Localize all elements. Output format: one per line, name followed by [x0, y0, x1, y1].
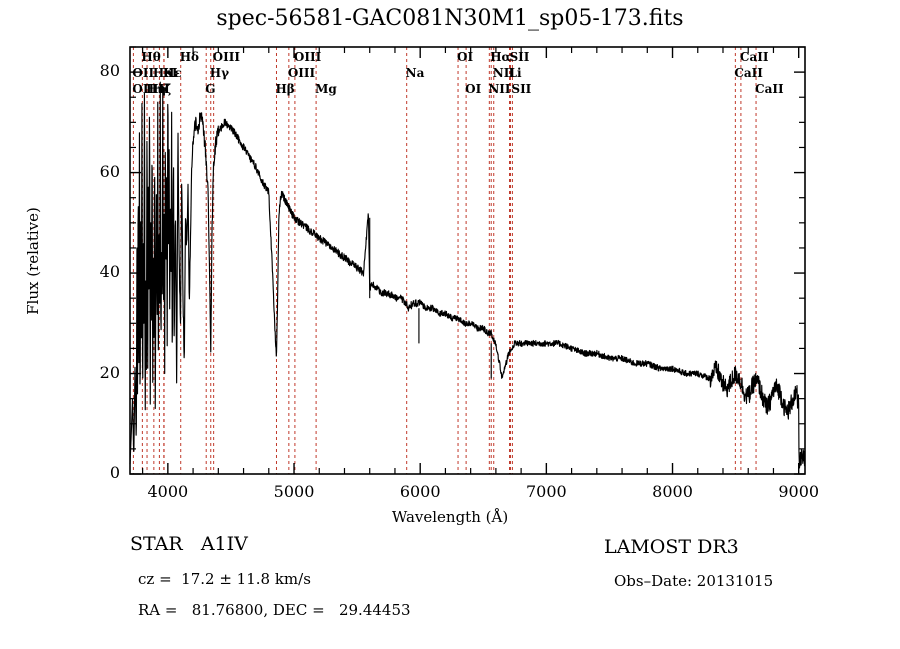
cz-value: cz = 17.2 ± 11.8 km/s: [138, 570, 311, 588]
line-label-H-3933: H: [158, 82, 170, 96]
x-tick-6000: 6000: [399, 482, 441, 501]
y-tick-60: 60: [99, 161, 120, 181]
line-label-H-3835: Hη: [146, 82, 167, 96]
line-label-H-3889: Hζ: [152, 82, 172, 96]
x-axis-label: Wavelength (Å): [391, 508, 509, 526]
y-tick-80: 80: [99, 61, 120, 81]
x-tick-5000: 5000: [273, 482, 315, 501]
line-label-OI-6300: OI: [457, 50, 474, 64]
line-label-SII-6716: SII: [509, 50, 530, 64]
x-tick-8000: 8000: [652, 482, 693, 501]
y-axis-label: Flux (relative): [24, 207, 42, 315]
y-tick-0: 0: [109, 463, 120, 482]
line-label-H-4340: Hγ: [209, 66, 229, 80]
x-tick-7000: 7000: [525, 482, 567, 501]
line-label-Mg-5175: Mg: [315, 82, 337, 96]
line-label-OII-3727: OII: [132, 66, 155, 80]
page-title: spec-56581-GAC081N30M1_sp05-173.fits: [216, 6, 684, 31]
line-label-K-3968: K: [162, 66, 174, 80]
line-label-OIII-4959: OIII: [287, 66, 316, 80]
line-label-CaII-8498: CaII: [734, 66, 763, 80]
line-label-H-3798: Hθ: [141, 50, 161, 64]
line-label-NII-6548: NII: [488, 82, 511, 96]
line-label-OII-3727: OII: [132, 82, 155, 96]
line-label-Na-5893: Na: [405, 66, 425, 80]
object-type-and-class: STAR A1IV: [130, 533, 248, 555]
object-type: STAR: [130, 533, 183, 555]
line-label-CaII-8542: CaII: [739, 50, 769, 64]
line-label-G-4304: G: [205, 82, 216, 96]
coordinates: RA = 81.76800, DEC = 29.44453: [138, 601, 411, 619]
line-label-H-3970: Hε: [163, 66, 182, 80]
line-label-H-4102: Hδ: [179, 50, 200, 64]
line-label-H-4861: Hβ: [275, 82, 295, 96]
survey-name: LAMOST DR3: [604, 536, 739, 558]
obs-date: Obs–Date: 20131015: [614, 572, 774, 590]
line-label-H-6563: Hα: [490, 50, 511, 64]
y-tick-40: 40: [99, 262, 120, 282]
x-tick-4000: 4000: [147, 482, 189, 501]
spectral-class: A1IV: [200, 533, 248, 555]
line-label-Li-6708: Li: [508, 66, 522, 80]
x-tick-9000: 9000: [778, 482, 820, 501]
line-label-NII-6583: NII: [492, 66, 515, 80]
line-label-OIII-5007: OIII: [293, 50, 322, 64]
line-label-SII-6731: SII: [511, 82, 532, 96]
line-label-OIII-4363: OIII: [212, 50, 240, 64]
line-label-CaII-8662: CaII: [755, 82, 784, 96]
y-tick-20: 20: [99, 362, 120, 382]
line-label-HeI-3889: HeI: [152, 66, 178, 80]
line-label-OI-6364: OI: [465, 82, 482, 96]
